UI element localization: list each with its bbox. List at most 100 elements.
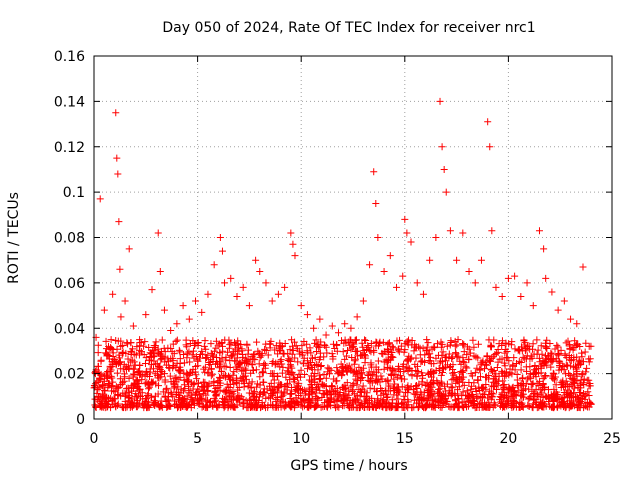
data-point-baseline xyxy=(451,396,459,404)
data-point-baseline xyxy=(461,401,469,409)
data-point-baseline xyxy=(138,389,146,397)
data-point xyxy=(347,324,355,332)
data-point-baseline xyxy=(374,376,382,384)
data-point-baseline xyxy=(239,353,247,361)
data-point-baseline xyxy=(333,364,341,372)
data-point-baseline xyxy=(516,381,524,389)
data-point-baseline xyxy=(422,346,430,354)
data-point-baseline xyxy=(304,349,312,357)
data-point-baseline xyxy=(548,350,556,358)
data-point-baseline xyxy=(277,403,285,411)
data-point-baseline xyxy=(222,363,230,371)
data-point-baseline xyxy=(129,401,137,409)
data-point-baseline xyxy=(262,394,270,402)
x-tick-label: 20 xyxy=(499,431,517,447)
data-point-baseline xyxy=(408,367,416,375)
data-point-baseline xyxy=(532,365,540,373)
data-point-baseline xyxy=(475,383,483,391)
x-axis-label: GPS time / hours xyxy=(290,458,407,474)
data-point-baseline xyxy=(392,371,400,379)
data-point-baseline xyxy=(199,378,207,386)
data-point xyxy=(297,302,305,310)
data-point-baseline xyxy=(260,401,268,409)
data-point-baseline xyxy=(195,396,203,404)
data-point-baseline xyxy=(350,403,358,411)
data-point xyxy=(585,342,593,350)
data-point-baseline xyxy=(288,336,296,344)
data-point-baseline xyxy=(359,343,367,351)
data-point-baseline xyxy=(108,382,116,390)
data-point-baseline xyxy=(146,353,154,361)
data-point-baseline xyxy=(341,336,349,344)
data-point-baseline xyxy=(436,392,444,400)
data-point-baseline xyxy=(201,368,209,376)
data-point-baseline xyxy=(551,373,559,381)
data-point-baseline xyxy=(323,403,331,411)
data-point-baseline xyxy=(267,370,275,378)
data-point-baseline xyxy=(236,359,244,367)
data-point-baseline xyxy=(393,391,401,399)
data-point-baseline xyxy=(390,385,398,393)
data-point-baseline xyxy=(247,369,255,377)
data-point-baseline xyxy=(285,364,293,372)
data-point-baseline xyxy=(312,403,320,411)
data-point-baseline xyxy=(384,377,392,385)
data-point-baseline xyxy=(564,337,572,345)
data-point-baseline xyxy=(420,404,428,412)
data-point xyxy=(432,234,440,241)
data-point-baseline xyxy=(105,345,113,353)
data-point-baseline xyxy=(259,368,267,376)
data-point-baseline xyxy=(215,401,223,409)
data-point-baseline xyxy=(559,398,567,406)
data-point-baseline xyxy=(140,342,148,350)
data-point-baseline xyxy=(194,362,202,370)
data-point-baseline xyxy=(553,396,561,404)
data-point-baseline xyxy=(560,393,568,401)
data-point-baseline xyxy=(131,361,139,369)
data-point-baseline xyxy=(533,336,541,344)
data-point-baseline xyxy=(557,346,565,354)
data-point-baseline xyxy=(341,381,349,389)
data-point-baseline xyxy=(557,383,565,391)
data-point-baseline xyxy=(467,386,475,394)
data-point-baseline xyxy=(466,349,474,357)
data-point-baseline xyxy=(155,362,163,370)
data-point xyxy=(579,263,587,271)
data-point-baseline xyxy=(136,367,144,375)
data-point-baseline xyxy=(377,384,385,392)
data-point-baseline xyxy=(577,360,585,368)
data-point-baseline xyxy=(239,373,247,381)
data-point-baseline xyxy=(157,397,165,405)
data-point xyxy=(129,322,137,330)
data-point xyxy=(142,311,150,319)
data-point-baseline xyxy=(404,364,412,372)
data-point-baseline xyxy=(314,340,322,348)
data-point-baseline xyxy=(110,356,118,364)
x-tick-label: 15 xyxy=(396,431,414,447)
data-point-baseline xyxy=(144,398,152,406)
data-point-baseline xyxy=(157,370,165,378)
data-point-baseline xyxy=(198,403,206,411)
data-point-baseline xyxy=(202,345,210,353)
data-point-baseline xyxy=(554,350,562,358)
data-point-baseline xyxy=(196,351,204,359)
data-point-baseline xyxy=(94,362,102,370)
data-point-baseline xyxy=(113,369,121,377)
data-point-baseline xyxy=(400,392,408,400)
data-point xyxy=(210,261,218,269)
data-point-baseline xyxy=(403,357,411,365)
y-tick-label: 0 xyxy=(76,412,85,428)
data-point-baseline xyxy=(135,380,143,388)
data-point-baseline xyxy=(97,376,105,384)
data-point-baseline xyxy=(127,387,135,395)
data-point-baseline xyxy=(348,398,356,406)
data-point-baseline xyxy=(133,393,141,401)
data-point-baseline xyxy=(551,345,559,353)
data-point-baseline xyxy=(277,343,285,351)
data-point-baseline xyxy=(133,403,141,411)
data-point-baseline xyxy=(495,340,503,348)
data-point-baseline xyxy=(286,402,294,410)
data-point-baseline xyxy=(467,382,475,390)
data-point-baseline xyxy=(477,373,485,381)
data-point-baseline xyxy=(113,345,121,353)
